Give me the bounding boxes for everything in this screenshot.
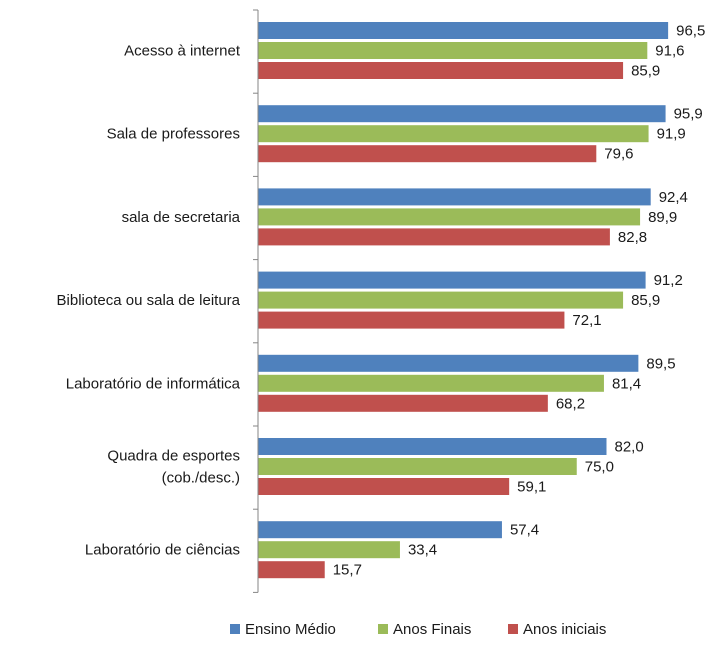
bar-2-2 (258, 125, 649, 143)
category-label: (cob./desc.) (162, 470, 240, 487)
bar-2-4 (258, 291, 624, 309)
bar-3-7 (258, 561, 325, 579)
bar-3-3 (258, 228, 610, 246)
data-label: 82,8 (618, 229, 647, 246)
legend-swatch (230, 624, 240, 634)
data-label: 91,2 (654, 272, 683, 289)
category-label: Biblioteca ou sala de leitura (57, 292, 241, 309)
legend-label: Ensino Médio (245, 621, 336, 638)
data-label: 85,9 (631, 292, 660, 309)
bar-3-2 (258, 145, 597, 163)
bar-2-5 (258, 374, 604, 392)
bar-3-6 (258, 478, 510, 495)
bar-3-1 (258, 62, 624, 79)
data-label: 15,7 (333, 562, 362, 579)
data-label: 33,4 (408, 542, 437, 559)
bar-2-7 (258, 541, 400, 559)
bar-1-4 (258, 271, 646, 289)
data-label: 81,4 (612, 375, 641, 392)
data-label: 57,4 (510, 522, 539, 539)
bar-2-3 (258, 208, 641, 226)
bar-1-5 (258, 354, 639, 372)
bar-2-6 (258, 458, 577, 475)
category-label: Laboratório de ciências (85, 542, 240, 559)
legend-label: Anos Finais (393, 621, 471, 638)
data-label: 68,2 (556, 395, 585, 412)
data-label: 92,4 (659, 189, 688, 206)
data-label: 95,9 (674, 106, 703, 123)
data-label: 75,0 (585, 459, 614, 476)
bar-1-3 (258, 188, 651, 206)
bar-3-4 (258, 311, 565, 329)
bar-1-7 (258, 521, 502, 539)
category-label: Acesso à internet (124, 43, 241, 60)
data-label: 89,9 (648, 209, 677, 226)
bar-2-1 (258, 42, 648, 59)
data-label: 96,5 (676, 23, 705, 40)
data-label: 82,0 (615, 439, 644, 456)
legend-swatch (378, 624, 388, 634)
data-label: 72,1 (572, 312, 601, 329)
data-label: 91,6 (655, 43, 684, 60)
legend-swatch (508, 624, 518, 634)
bar-1-2 (258, 105, 666, 123)
bar-3-5 (258, 394, 548, 412)
data-label: 91,9 (657, 126, 686, 143)
category-label: sala de secretaria (122, 209, 241, 226)
bar-1-6 (258, 438, 607, 455)
data-label: 89,5 (646, 355, 675, 372)
category-label: Sala de professores (107, 126, 240, 143)
bar-1-1 (258, 22, 669, 39)
data-label: 59,1 (517, 479, 546, 496)
data-label: 79,6 (604, 146, 633, 163)
legend-label: Anos iniciais (523, 621, 606, 638)
category-label: Laboratório de informática (66, 375, 241, 392)
data-label: 85,9 (631, 63, 660, 80)
category-label: Quadra de esportes (107, 448, 240, 465)
